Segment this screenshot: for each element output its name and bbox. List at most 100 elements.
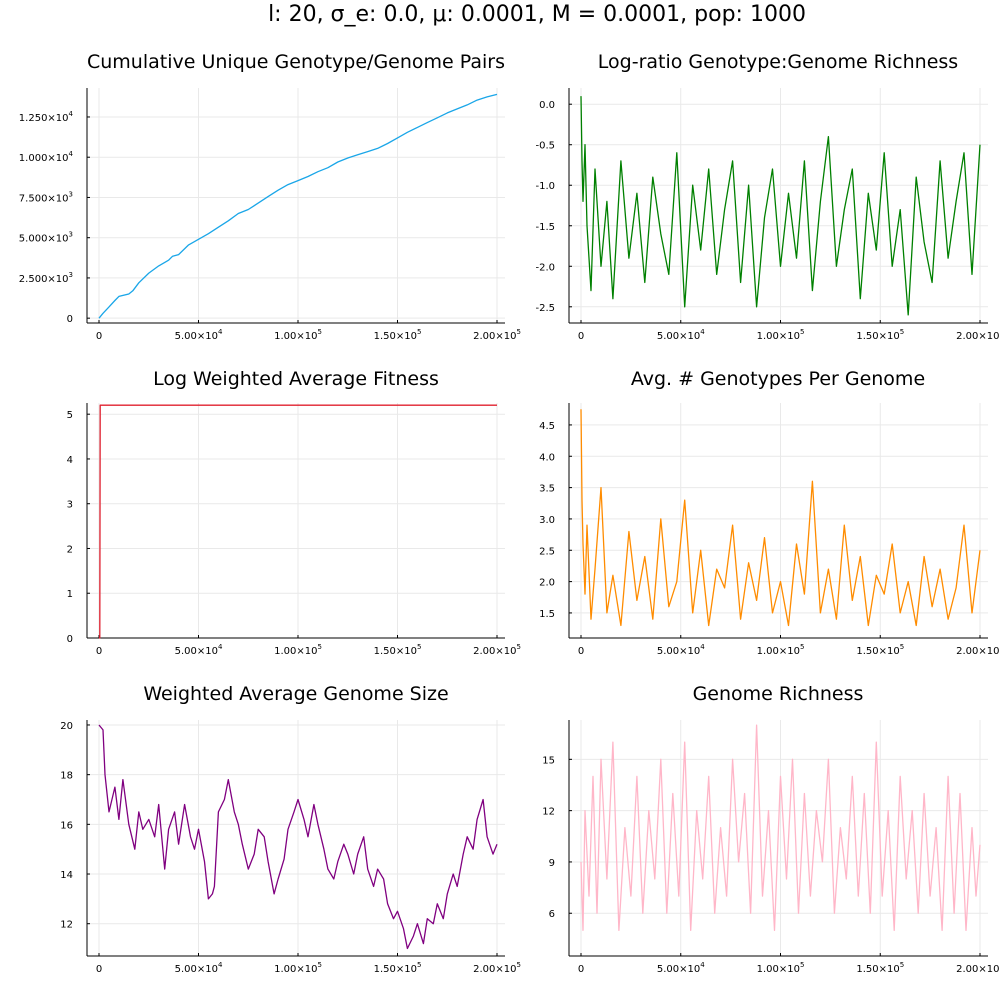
y-tick-label: 12 bbox=[60, 920, 73, 931]
y-tick-label: -2.5 bbox=[535, 303, 555, 314]
y-tick-label: 7.500×103 bbox=[19, 190, 73, 204]
x-tick-label: 1.00×105 bbox=[274, 961, 322, 975]
series-line bbox=[98, 93, 498, 319]
y-tick-exponent: 3 bbox=[69, 231, 73, 239]
x-tick-label: 1.50×105 bbox=[856, 961, 904, 975]
x-tick-label: 0 bbox=[578, 964, 584, 975]
y-tick-label: 4.0 bbox=[539, 452, 555, 463]
y-tick-label: 3 bbox=[67, 500, 73, 511]
x-tick-label: 0 bbox=[578, 646, 584, 657]
x-tick-exponent: 5 bbox=[900, 328, 904, 336]
x-tick-label: 5.00×104 bbox=[175, 643, 223, 657]
x-tick-label: 0 bbox=[96, 646, 102, 657]
x-tick-label: 0 bbox=[96, 964, 102, 975]
x-tick-exponent: 4 bbox=[700, 643, 705, 651]
x-tick-label: 1.50×105 bbox=[856, 643, 904, 657]
x-tick-exponent: 4 bbox=[700, 328, 705, 336]
x-tick-label: 0 bbox=[96, 331, 102, 342]
x-tick-exponent: 4 bbox=[218, 643, 223, 651]
x-tick-exponent: 5 bbox=[516, 961, 520, 969]
x-tick-exponent: 5 bbox=[417, 961, 421, 969]
subplot-title: Log-ratio Genotype:Genome Richness bbox=[598, 51, 958, 73]
y-tick-label: 4 bbox=[67, 455, 73, 466]
y-tick-label: 2.0 bbox=[539, 578, 555, 589]
x-tick-exponent: 5 bbox=[516, 643, 520, 651]
y-tick-label: 0.0 bbox=[539, 100, 555, 111]
y-tick-label: -0.5 bbox=[535, 141, 555, 152]
subplot-6: Genome Richness 0 5.00×104 1.00×105 1.50×105… bbox=[542, 683, 999, 975]
y-tick-label: 0 bbox=[67, 314, 73, 325]
figure-suptitle: l: 20, σ_e: 0.0, μ: 0.0001, M = 0.0001, … bbox=[268, 2, 806, 27]
x-tick-label: 1.50×105 bbox=[856, 328, 904, 342]
x-tick-exponent: 4 bbox=[218, 328, 223, 336]
y-tick-label: 20 bbox=[60, 721, 73, 732]
series-line bbox=[580, 409, 981, 627]
series-line bbox=[580, 96, 981, 316]
x-tick-label: 2.00×105 bbox=[473, 961, 521, 975]
x-tick-label: 5.00×104 bbox=[657, 328, 705, 342]
y-tick-label: 3.0 bbox=[539, 515, 555, 526]
subplot-title: Weighted Average Genome Size bbox=[143, 683, 448, 705]
y-tick-label: 14 bbox=[60, 870, 73, 881]
x-tick-label: 2.00×105 bbox=[473, 328, 521, 342]
y-tick-label: 12 bbox=[542, 807, 555, 818]
subplot-2: Log-ratio Genotype:Genome Richness 0 5.00×… bbox=[535, 51, 999, 342]
x-tick-exponent: 5 bbox=[516, 328, 520, 336]
x-tick-exponent: 5 bbox=[800, 328, 804, 336]
x-tick-exponent: 5 bbox=[900, 643, 904, 651]
x-tick-exponent: 5 bbox=[900, 961, 904, 969]
y-tick-label: 2 bbox=[67, 544, 73, 555]
y-tick-label: 4.5 bbox=[539, 421, 555, 432]
panels-container: Cumulative Unique Genotype/Genome Pairs 0… bbox=[19, 51, 999, 975]
subplot-title: Genome Richness bbox=[693, 683, 864, 705]
series-line bbox=[580, 724, 981, 931]
subplot-title: Cumulative Unique Genotype/Genome Pairs bbox=[87, 51, 505, 73]
y-tick-label: 15 bbox=[542, 755, 555, 766]
x-tick-label: 1.00×105 bbox=[274, 643, 322, 657]
subplot-1: Cumulative Unique Genotype/Genome Pairs 0… bbox=[19, 51, 521, 342]
y-tick-exponent: 3 bbox=[69, 271, 73, 279]
subplot-title: Log Weighted Average Fitness bbox=[153, 368, 439, 390]
x-tick-exponent: 5 bbox=[317, 328, 321, 336]
y-tick-label: 5.000×103 bbox=[19, 231, 73, 245]
y-tick-label: 0 bbox=[67, 634, 73, 645]
y-tick-label: -1.5 bbox=[535, 222, 555, 233]
x-tick-exponent: 5 bbox=[417, 643, 421, 651]
y-tick-label: 1.5 bbox=[539, 609, 555, 620]
y-tick-label: 1.000×104 bbox=[19, 150, 74, 164]
x-tick-label: 2.00×105 bbox=[956, 643, 999, 657]
y-tick-label: 1 bbox=[67, 589, 73, 600]
y-tick-exponent: 4 bbox=[69, 150, 74, 158]
y-tick-label: -1.0 bbox=[535, 181, 555, 192]
y-tick-label: 5 bbox=[67, 410, 73, 421]
subplot-3: Log Weighted Average Fitness 0 5.00×104 1.0… bbox=[67, 368, 521, 657]
y-tick-label: 2.500×103 bbox=[19, 271, 73, 285]
x-tick-label: 1.00×105 bbox=[757, 328, 805, 342]
x-tick-label: 5.00×104 bbox=[657, 643, 705, 657]
x-tick-exponent: 5 bbox=[800, 961, 804, 969]
x-tick-label: 1.50×105 bbox=[374, 328, 422, 342]
y-tick-exponent: 3 bbox=[69, 190, 73, 198]
x-tick-label: 1.00×105 bbox=[757, 961, 805, 975]
x-tick-exponent: 5 bbox=[417, 328, 421, 336]
x-tick-exponent: 5 bbox=[317, 643, 321, 651]
x-tick-label: 2.00×105 bbox=[956, 961, 999, 975]
x-tick-label: 5.00×104 bbox=[175, 961, 223, 975]
x-tick-exponent: 5 bbox=[317, 961, 321, 969]
subplot-4: Avg. # Genotypes Per Genome 0 5.00×104 1.00… bbox=[539, 368, 999, 657]
x-tick-label: 1.50×105 bbox=[374, 643, 422, 657]
series-line bbox=[99, 404, 497, 639]
y-tick-label: 3.5 bbox=[539, 484, 555, 495]
x-tick-label: 2.00×105 bbox=[473, 643, 521, 657]
y-tick-label: 9 bbox=[549, 858, 555, 869]
y-tick-label: 6 bbox=[549, 909, 555, 920]
x-tick-label: 0 bbox=[578, 331, 584, 342]
x-tick-label: 1.50×105 bbox=[374, 961, 422, 975]
x-tick-exponent: 5 bbox=[800, 643, 804, 651]
series-line bbox=[98, 724, 498, 950]
x-tick-label: 5.00×104 bbox=[175, 328, 223, 342]
y-tick-label: -2.0 bbox=[535, 262, 555, 273]
y-tick-label: 2.5 bbox=[539, 546, 555, 557]
x-tick-exponent: 4 bbox=[218, 961, 223, 969]
